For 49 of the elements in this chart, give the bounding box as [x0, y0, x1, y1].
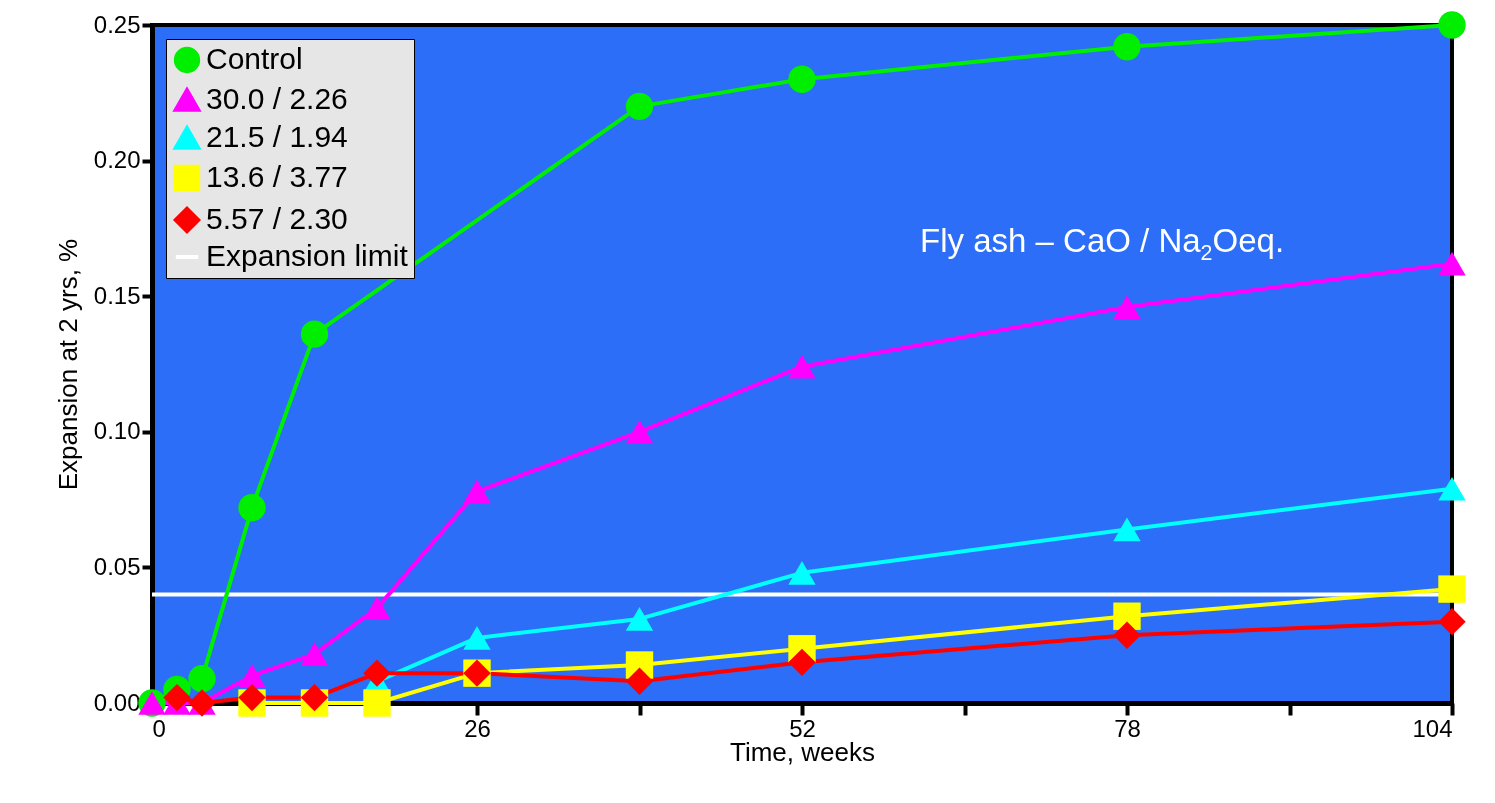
point: [788, 65, 816, 93]
x-tick-label: 78: [1114, 714, 1141, 742]
point: [788, 648, 816, 677]
point: [625, 607, 654, 631]
point: [300, 683, 329, 712]
point: [188, 664, 216, 693]
y-axis-title: Expansion at 2 yrs, %: [52, 238, 83, 491]
point: [625, 92, 654, 121]
legend-label: 5.57 / 2.30: [206, 202, 348, 235]
point: [1113, 602, 1141, 630]
x-tick-label: 0: [152, 714, 166, 742]
legend-label: 13.6 / 3.77: [206, 160, 348, 193]
point: [625, 667, 654, 695]
point: [238, 683, 266, 712]
point: [300, 320, 329, 348]
point: [238, 494, 266, 522]
y-tick-label: 0.15: [93, 281, 141, 309]
point: [1438, 575, 1466, 603]
y-tick-label: 0.20: [93, 146, 141, 174]
point: [238, 664, 266, 688]
legend-label: 30.0 / 2.26: [206, 82, 348, 115]
legend-label: Expansion limit: [206, 239, 409, 272]
point: [1113, 517, 1141, 542]
point: [300, 642, 329, 667]
y-tick-label: 0.10: [93, 417, 141, 445]
legend-label: Control: [206, 42, 303, 75]
point: [625, 419, 654, 444]
x-tick-label: 26: [464, 714, 491, 742]
point: [1438, 607, 1466, 636]
point: [363, 596, 391, 620]
point: [1438, 251, 1466, 276]
point: [463, 479, 491, 504]
point: [788, 560, 816, 585]
point: [788, 354, 816, 379]
y-tick-label: 0.25: [93, 10, 141, 38]
y-tick-label: 0.05: [93, 552, 141, 580]
legend-label: 21.5 / 1.94: [206, 120, 348, 153]
point: [1113, 295, 1141, 319]
point: [463, 626, 491, 650]
x-tick-label: 104: [1412, 714, 1453, 742]
point: [163, 683, 191, 712]
point: [1113, 33, 1141, 61]
point: [363, 659, 391, 687]
point: [363, 689, 391, 717]
point: [1113, 621, 1141, 649]
point: [1438, 11, 1466, 39]
annotation: Fly ash – CaO / Na$_{2}$Oeq.: [920, 222, 1285, 266]
point: [1438, 476, 1466, 501]
y-tick-label: 0.00: [93, 688, 141, 716]
